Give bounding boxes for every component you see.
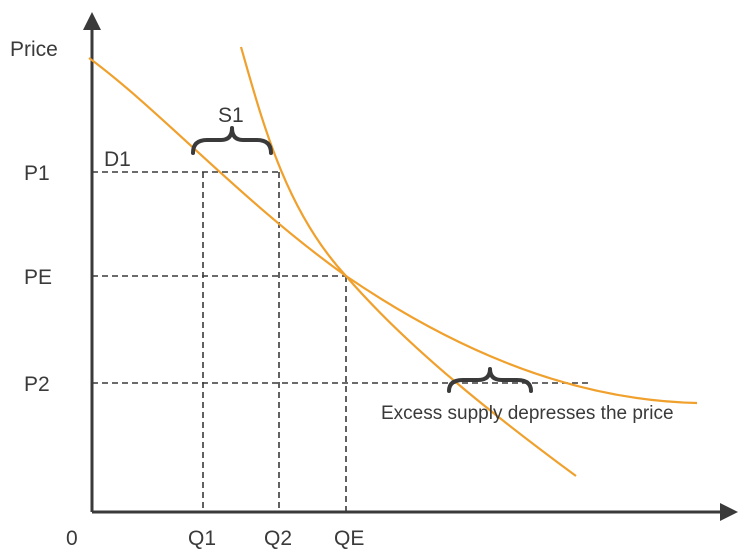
quantity-tick-q2: Q2 <box>264 527 292 550</box>
demand-curve-d1 <box>88 57 698 405</box>
top-curly-brace <box>191 126 273 155</box>
quantity-tick-qe: QE <box>334 527 364 550</box>
quantity-tick-q1: Q1 <box>188 527 216 550</box>
supply-curve-label: S1 <box>218 104 244 127</box>
origin-label: 0 <box>66 527 78 550</box>
x-axis-arrowhead <box>720 503 738 521</box>
price-tick-p1: P1 <box>24 162 50 185</box>
bottom-curly-brace <box>447 367 533 393</box>
price-tick-pe: PE <box>24 266 52 289</box>
demand-curve-label: D1 <box>104 148 131 171</box>
price-tick-p2: P2 <box>24 373 50 396</box>
y-axis-arrowhead <box>83 12 101 30</box>
y-axis-label: Price <box>10 38 58 61</box>
supply-curve-s1 <box>239 46 577 477</box>
excess-supply-annotation: Excess supply depresses the price <box>381 403 674 424</box>
